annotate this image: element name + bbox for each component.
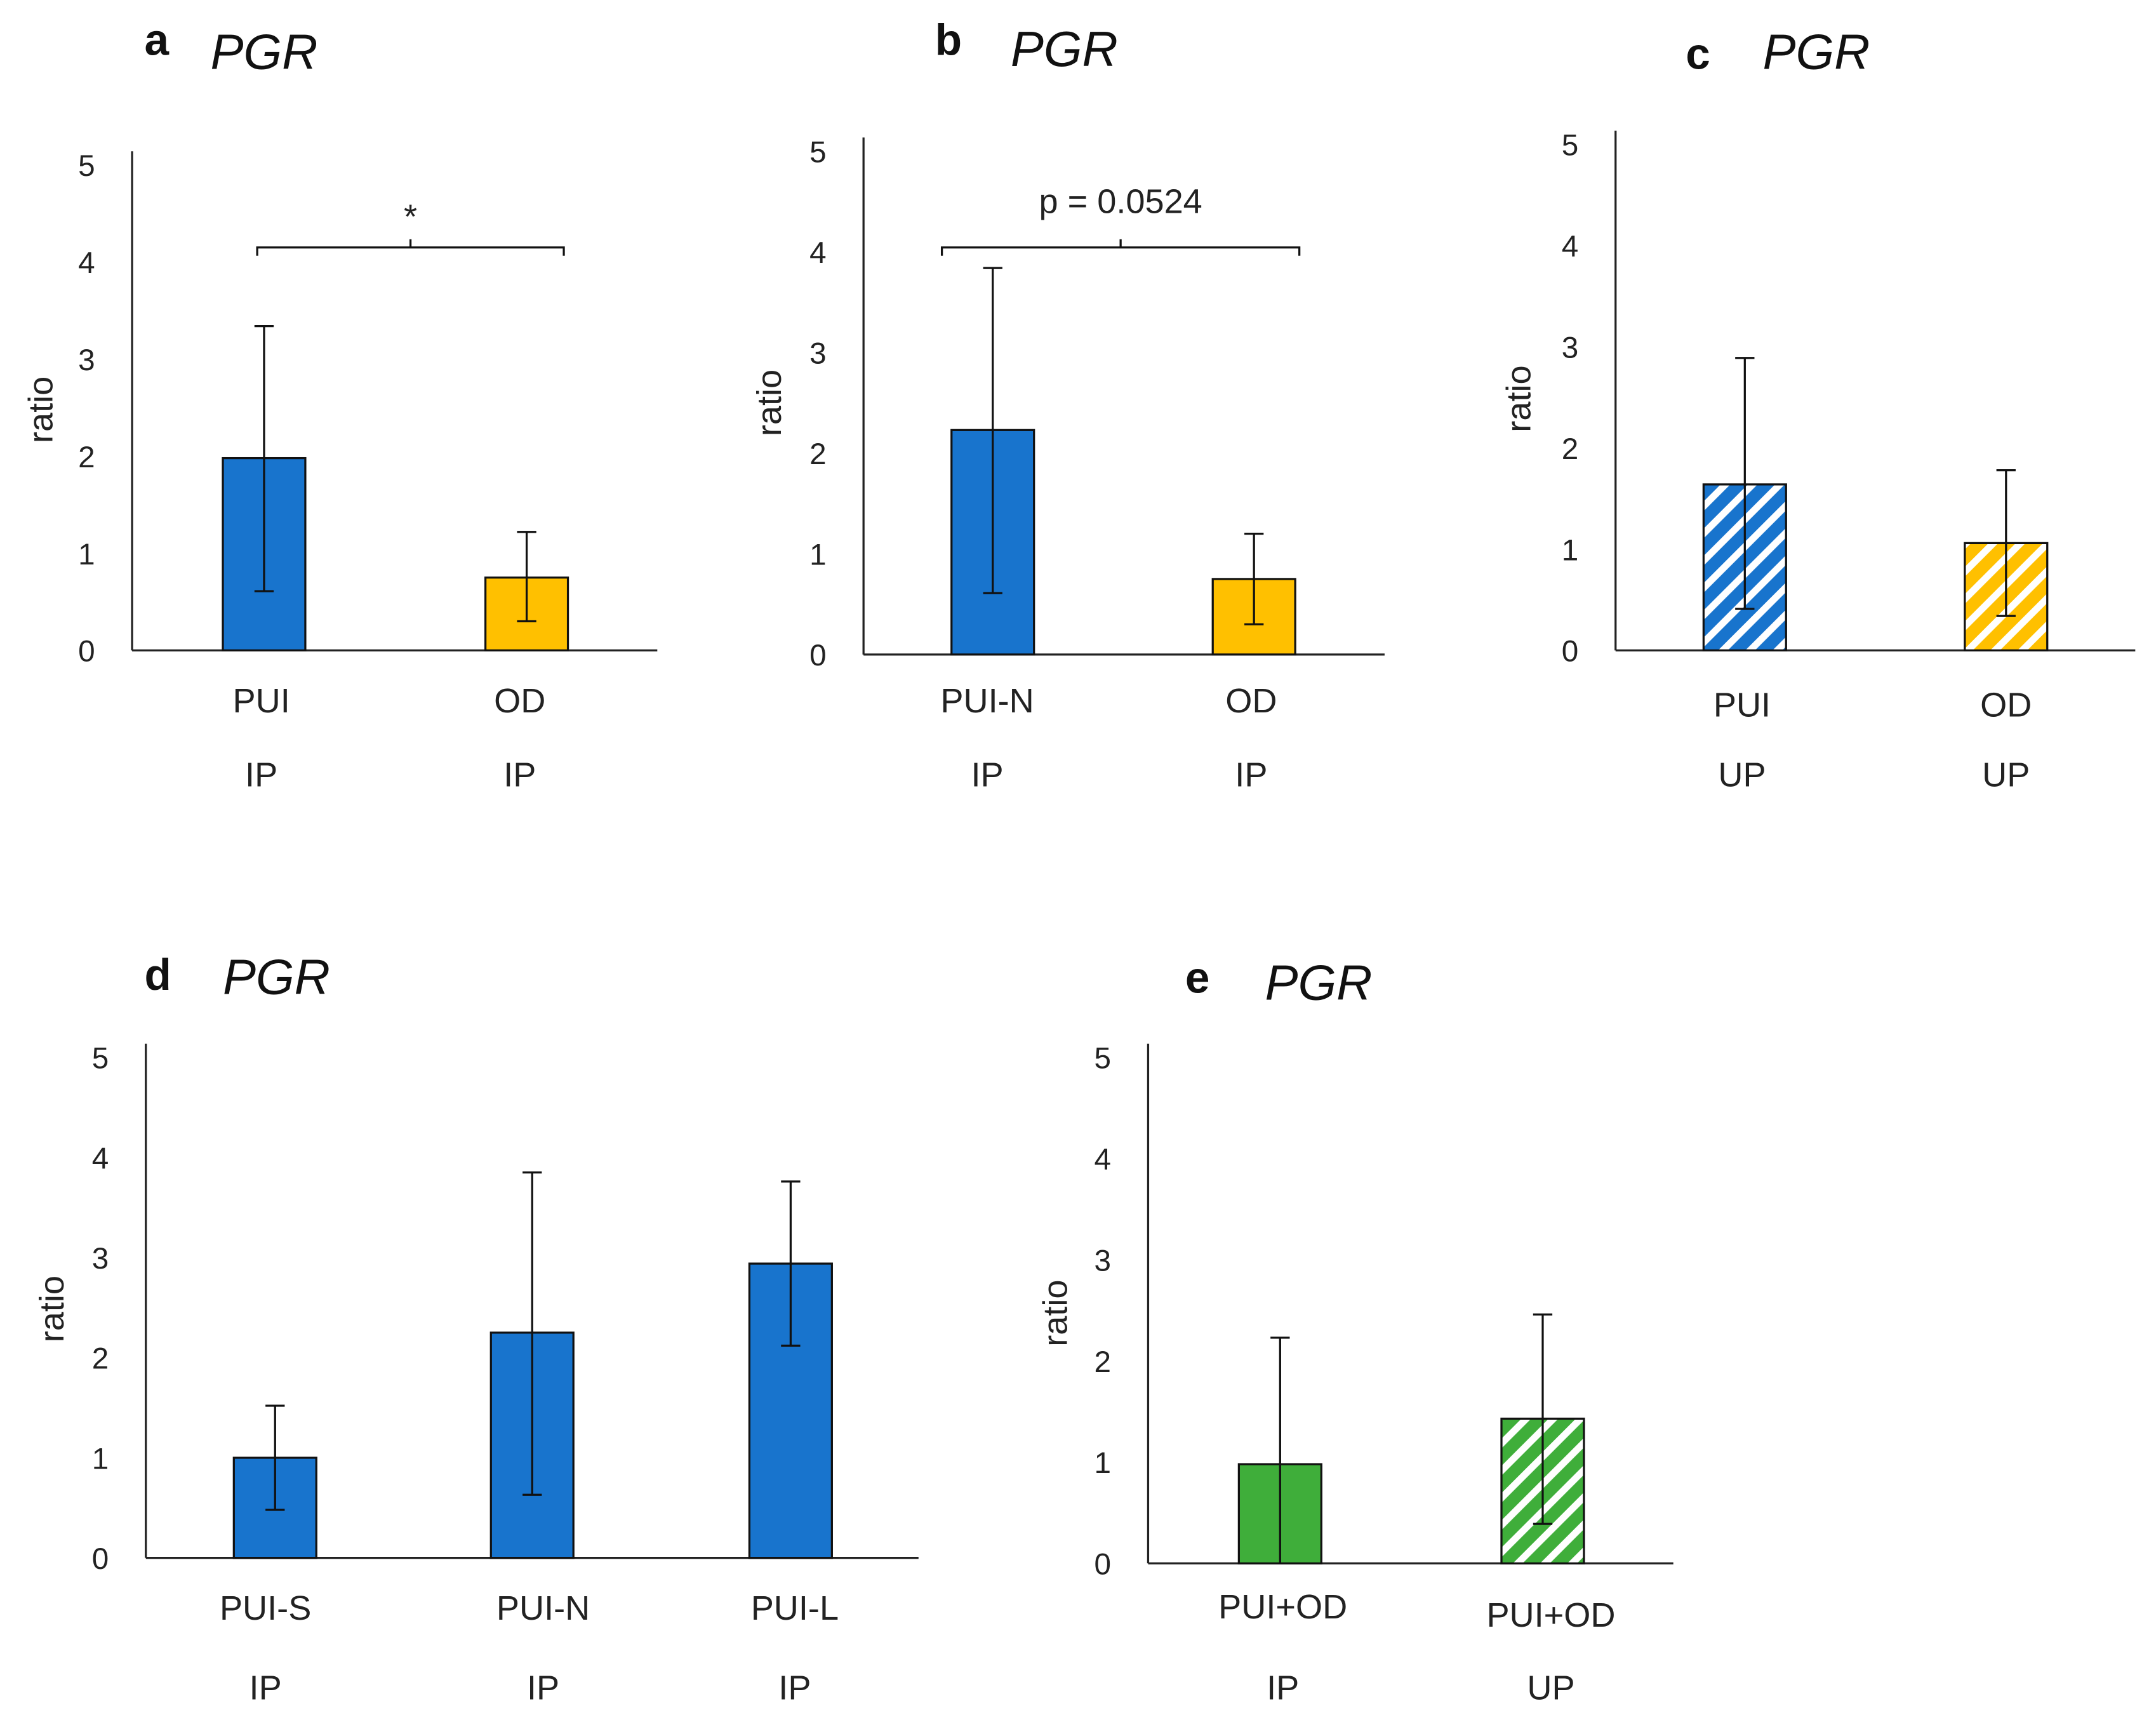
x-category-sublabel: IP [778,1669,811,1707]
y-tick-label: 5 [92,1042,109,1076]
panel-title: PGR [211,23,318,79]
panel-title: PGR [1265,954,1373,1010]
x-category-label: PUI [1713,686,1771,724]
y-tick-label: 2 [92,1342,109,1376]
y-tick-label: 1 [78,538,95,571]
y-tick-label: 3 [1562,331,1579,364]
x-category-label: PUI-N [496,1589,590,1627]
y-tick-label: 3 [92,1242,109,1276]
significance-label: * [404,197,417,236]
y-tick-label: 2 [809,437,826,471]
y-tick-label: 1 [1562,533,1579,567]
x-category-sublabel: IP [503,756,536,794]
y-tick-label: 2 [1094,1345,1111,1379]
panel-a: a PGR ratio 0 1 2 3 4 5 PUI IP OD IP * [22,15,658,794]
x-category-label: OD [494,682,545,720]
bar [484,577,569,651]
y-tick-label: 1 [809,538,826,572]
y-axis-label: ratio [33,1276,71,1342]
x-category-sublabel: IP [527,1669,559,1707]
x-category-label: PUI-L [751,1589,839,1627]
significance-label: p = 0.0524 [1039,183,1202,221]
x-category-label: PUI+OD [1486,1596,1615,1634]
y-tick-label: 0 [1562,635,1579,669]
panel-letter: a [145,15,170,65]
y-tick-label: 3 [1094,1244,1111,1277]
panel-letter: d [145,950,171,999]
x-category-sublabel: UP [1982,756,2030,794]
panel-e: e PGR ratio 0 1 2 3 4 5 PUI+OD IP PUI+OD UP [1037,953,1674,1707]
y-tick-label: 5 [1562,129,1579,163]
y-tick-label: 4 [809,236,826,270]
panel-b: b PGR ratio 0 1 2 3 4 5 PUI-N IP OD IP p = 0.0524 [750,15,1385,794]
significance-bracket [940,239,1301,256]
x-category-label: PUI+OD [1218,1588,1347,1626]
y-tick-label: 5 [1094,1042,1111,1076]
y-tick-label: 4 [78,246,95,280]
y-axis-label: ratio [1037,1280,1075,1347]
panel-title: PGR [1011,21,1118,77]
x-category-sublabel: UP [1718,756,1766,794]
y-tick-label: 5 [809,136,826,170]
x-category-sublabel: IP [245,756,277,794]
y-tick-label: 5 [78,149,95,183]
y-tick-label: 2 [78,441,95,474]
y-axis-label: ratio [22,377,60,443]
significance-bracket [256,239,565,256]
y-tick-label: 0 [1094,1548,1111,1582]
y-tick-label: 4 [1094,1143,1111,1177]
x-category-sublabel: UP [1527,1669,1574,1707]
y-tick-label: 4 [1562,230,1579,263]
x-category-label: PUI-S [220,1589,311,1627]
y-tick-label: 1 [92,1442,109,1476]
x-category-sublabel: IP [250,1669,282,1707]
y-axis-label: ratio [750,370,789,436]
y-tick-label: 4 [92,1142,109,1175]
panel-d: d PGR ratio 0 1 2 3 4 5 PUI-S IP PUI-N IP PUI-L IP [33,949,919,1707]
x-category-sublabel: IP [1267,1669,1299,1707]
y-axis-label: ratio [1500,365,1538,432]
x-category-sublabel: IP [971,756,1003,794]
x-category-label: OD [1225,682,1277,720]
panel-c: c PGR ratio 0 1 2 3 4 5 PUI UP OD UP [1500,23,2136,794]
panel-title: PGR [223,949,330,1005]
x-category-label: OD [1980,686,2032,724]
y-tick-label: 3 [809,337,826,371]
y-tick-label: 1 [1094,1446,1111,1480]
y-tick-label: 0 [78,635,95,669]
y-tick-label: 0 [92,1542,109,1576]
y-tick-label: 0 [809,639,826,672]
panel-title: PGR [1762,23,1870,79]
x-category-label: PUI [233,682,290,720]
x-category-label: PUI-N [940,682,1034,720]
y-tick-label: 2 [1562,432,1579,466]
y-tick-label: 3 [78,343,95,377]
x-category-sublabel: IP [1235,756,1267,794]
panel-letter: b [935,15,962,65]
panel-letter: c [1686,29,1710,78]
panel-letter: e [1185,953,1210,1003]
